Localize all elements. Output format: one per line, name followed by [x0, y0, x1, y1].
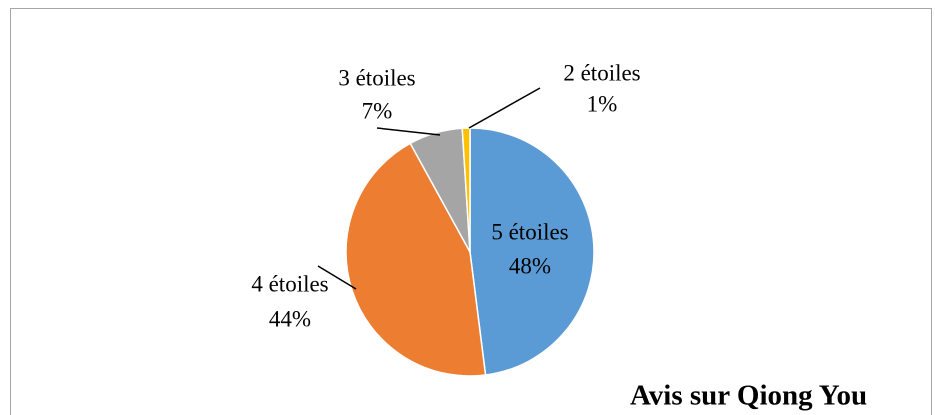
leader-line [317, 265, 357, 290]
leader-line [376, 127, 441, 136]
slice-label: 3 étoiles [338, 65, 415, 90]
pie: 5 étoiles 48% 4 étoiles 44% 3 étoiles 7% 2 éto… [251, 60, 641, 377]
slice-value-label: 7% [362, 98, 393, 123]
pie-slice [469, 127, 595, 376]
slice-label: 2 étoiles [563, 60, 640, 85]
pie-slice [345, 142, 487, 377]
slice-value-label: 44% [269, 306, 311, 331]
slice-value-label: 1% [587, 91, 618, 116]
chart-title: Avis sur Qiong You [630, 380, 867, 412]
leader-line [468, 87, 541, 129]
slice-label: 5 étoiles [491, 219, 568, 244]
slice-label: 4 étoiles [251, 271, 328, 296]
slice-value-label: 48% [509, 253, 551, 278]
